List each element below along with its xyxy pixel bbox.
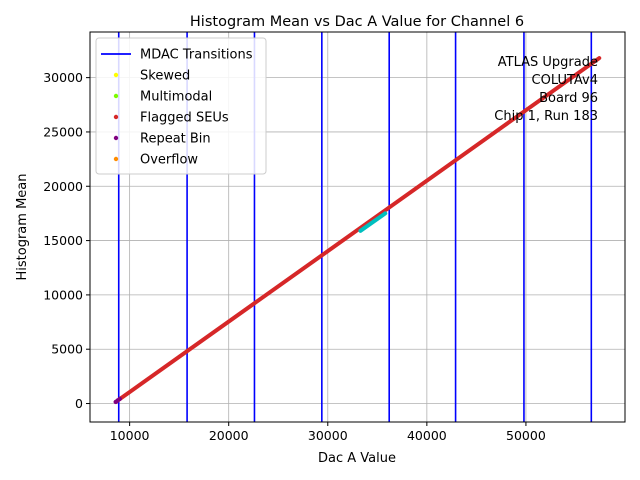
y-tick-label: 10000 bbox=[43, 287, 83, 302]
legend-marker-swatch bbox=[113, 93, 119, 99]
plot-frame bbox=[89, 31, 626, 423]
x-tick-label: 50000 bbox=[506, 428, 546, 443]
grid bbox=[90, 32, 625, 422]
legend-marker-swatch bbox=[113, 135, 119, 141]
y-tick-label: 15000 bbox=[43, 233, 83, 248]
x-tick-label: 20000 bbox=[209, 428, 249, 443]
y-tick-label: 25000 bbox=[43, 124, 83, 139]
legend-marker-swatch bbox=[113, 114, 119, 120]
x-axis-label: Dac A Value bbox=[318, 451, 396, 466]
y-tick-label: 0 bbox=[75, 396, 83, 411]
x-tick-label: 10000 bbox=[110, 428, 150, 443]
ticks: 10000 20000 30000 40000 50000 0 5000 10000 15000… bbox=[43, 70, 546, 443]
chart-title: Histogram Mean vs Dac A Value for Channe… bbox=[190, 14, 524, 30]
y-tick-label: 5000 bbox=[51, 342, 83, 357]
legend-entry-label: MDAC Transitions bbox=[140, 48, 253, 63]
repeat-bin-point bbox=[117, 396, 122, 402]
annotation-line: Chip 1, Run 183 bbox=[494, 109, 598, 124]
legend-entry-label: Overflow bbox=[140, 153, 198, 168]
y-tick-label: 20000 bbox=[43, 179, 83, 194]
legend-entry-label: Repeat Bin bbox=[140, 132, 211, 147]
run-annotation: ATLAS Upgrade COLUTAv4 Board 96 Chip 1, Run… bbox=[494, 55, 598, 124]
annotation-line: ATLAS Upgrade bbox=[498, 55, 598, 70]
annotation-line: Board 96 bbox=[539, 91, 598, 106]
x-tick-label: 40000 bbox=[407, 428, 447, 443]
legend-marker-swatch bbox=[113, 72, 119, 78]
flagged-seu-points bbox=[113, 56, 602, 404]
legend: MDAC Transitions Skewed Multimodal Flagged … bbox=[95, 37, 267, 175]
y-tick-label: 30000 bbox=[43, 70, 83, 85]
data-layer bbox=[113, 56, 602, 405]
legend-box bbox=[95, 37, 267, 175]
legend-entry-label: Skewed bbox=[140, 69, 190, 84]
x-tick-label: 30000 bbox=[308, 428, 348, 443]
legend-entry-label: Flagged SEUs bbox=[140, 111, 229, 126]
legend-entry-label: Multimodal bbox=[140, 90, 212, 105]
legend-marker-swatch bbox=[113, 156, 119, 162]
highlight-points bbox=[358, 211, 388, 233]
annotation-line: COLUTAv4 bbox=[532, 73, 598, 88]
y-axis-label: Histogram Mean bbox=[15, 174, 30, 281]
